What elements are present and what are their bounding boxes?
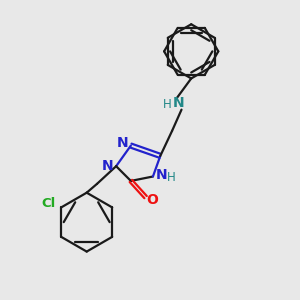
Text: N: N [102,159,114,173]
Text: N: N [173,96,184,110]
Text: Cl: Cl [42,197,56,210]
Text: N: N [117,136,128,150]
Text: O: O [146,193,158,207]
Text: H: H [167,172,176,184]
Text: N: N [155,168,167,182]
Text: H: H [163,98,172,111]
